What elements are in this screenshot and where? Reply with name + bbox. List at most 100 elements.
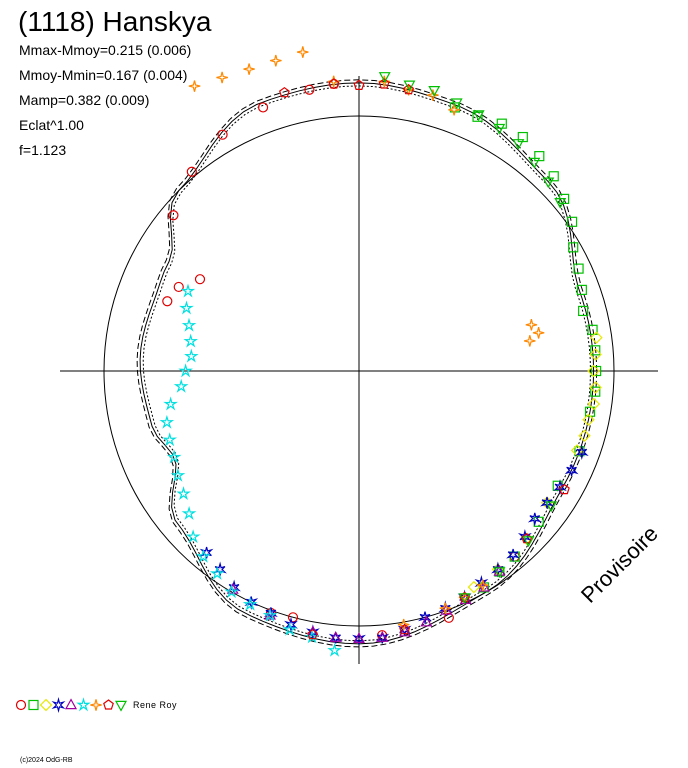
data-point-circle <box>194 274 206 285</box>
data-point-diamond <box>582 413 595 427</box>
data-point-square <box>568 242 579 253</box>
data-point-star <box>181 505 197 520</box>
data-point-star <box>180 283 196 298</box>
data-point-star6 <box>375 631 390 644</box>
data-point-circle <box>304 84 315 95</box>
legend-symbols <box>15 697 128 713</box>
data-point-star4 <box>270 54 282 67</box>
data-point-tri-down <box>458 593 471 605</box>
data-point-square <box>548 171 559 182</box>
data-point-star6 <box>506 548 520 563</box>
data-point-triangle <box>493 564 506 576</box>
data-point-star4 <box>439 602 452 615</box>
fit-curve <box>142 85 592 642</box>
data-point-star6 <box>213 561 227 578</box>
legend-symbol-diamond <box>39 698 53 712</box>
data-point-star <box>159 414 175 429</box>
data-point-star <box>166 449 182 464</box>
data-point-triangle <box>353 632 365 644</box>
data-point-square <box>590 345 601 356</box>
data-point-star6 <box>418 611 432 626</box>
data-point-star <box>195 548 211 563</box>
data-point-star4 <box>402 83 415 96</box>
data-point-triangle <box>376 631 389 642</box>
stat-eclat: Eclat^1.00 <box>19 117 84 133</box>
data-point-pentagon <box>403 84 415 95</box>
data-point-star6 <box>199 546 214 559</box>
data-point-star <box>178 363 193 378</box>
data-point-triangle <box>399 625 412 637</box>
legend-symbol-triangle <box>64 698 78 710</box>
stat-mamp: Mamp=0.382 (0.009) <box>19 92 150 108</box>
data-point-tri-down <box>450 98 463 110</box>
data-point-star4 <box>188 80 201 92</box>
data-point-pentagon <box>307 628 318 640</box>
data-point-square <box>566 216 578 227</box>
data-point-tri-down <box>545 501 558 513</box>
data-point-star <box>282 621 298 636</box>
legend-author: Rene Roy <box>133 700 178 710</box>
data-point-star <box>327 642 342 657</box>
data-point-star <box>162 432 178 447</box>
data-point-square <box>591 365 602 377</box>
data-point-tri-down <box>554 198 567 209</box>
data-point-square <box>534 151 545 162</box>
data-point-star <box>262 607 278 622</box>
data-point-square <box>587 324 598 335</box>
data-point-tri-down <box>428 85 441 97</box>
data-point-square <box>578 305 589 317</box>
data-point-star4 <box>532 327 545 339</box>
data-point-star <box>209 565 225 580</box>
data-point-star4 <box>296 46 309 58</box>
data-point-square <box>573 263 584 274</box>
data-point-tri-down <box>493 123 506 135</box>
data-point-triangle <box>329 631 342 642</box>
data-point-circle <box>168 210 179 221</box>
data-point-square <box>590 386 601 397</box>
legend-symbol-star <box>76 697 91 712</box>
chart-title: (1118) Hanskya <box>18 6 212 37</box>
data-point-star6 <box>575 444 589 460</box>
data-point-tri-down <box>522 536 535 548</box>
data-point-star <box>183 333 199 348</box>
data-point-triangle <box>420 615 433 627</box>
data-point-star4 <box>523 335 536 347</box>
data-point-diamond <box>587 397 601 411</box>
data-point-tri-down <box>493 567 506 579</box>
data-point-star <box>181 317 197 332</box>
data-point-star6 <box>328 631 343 644</box>
data-point-diamond <box>467 580 481 594</box>
data-point-star <box>185 529 201 544</box>
data-point-star4 <box>397 618 410 631</box>
data-point-star6 <box>306 624 320 641</box>
data-point-pentagon <box>278 86 290 98</box>
stat-frequency: f=1.123 <box>19 142 67 158</box>
data-point-tri-down <box>403 80 416 92</box>
data-point-circle <box>217 129 228 140</box>
data-point-diamond <box>578 429 591 442</box>
data-point-star6 <box>540 496 554 509</box>
data-point-star <box>184 348 199 363</box>
data-point-star6 <box>564 464 579 476</box>
data-point-star6 <box>352 632 366 645</box>
data-point-pentagon <box>328 78 340 89</box>
data-point-diamond <box>590 331 603 344</box>
data-point-pentagon <box>353 79 365 91</box>
legend-symbol-star4 <box>90 699 102 711</box>
data-point-circle <box>186 166 197 177</box>
data-point-diamond <box>587 364 600 378</box>
data-point-pentagon <box>399 623 411 635</box>
legend-symbol-circle <box>15 699 27 711</box>
data-point-tri-down <box>542 177 555 189</box>
data-point-tri-down <box>472 110 485 122</box>
data-point-star <box>163 396 179 411</box>
legend-symbol-pentagon <box>103 699 114 710</box>
data-point-star4 <box>525 319 538 331</box>
stat-mmoy-mmin: Mmoy-Mmin=0.167 (0.004) <box>19 67 188 83</box>
data-point-circle <box>443 612 454 623</box>
legend-symbol-square <box>28 699 39 711</box>
legend-symbol-star6 <box>51 697 66 713</box>
data-point-triangle <box>264 608 277 620</box>
data-point-star4 <box>476 579 489 591</box>
